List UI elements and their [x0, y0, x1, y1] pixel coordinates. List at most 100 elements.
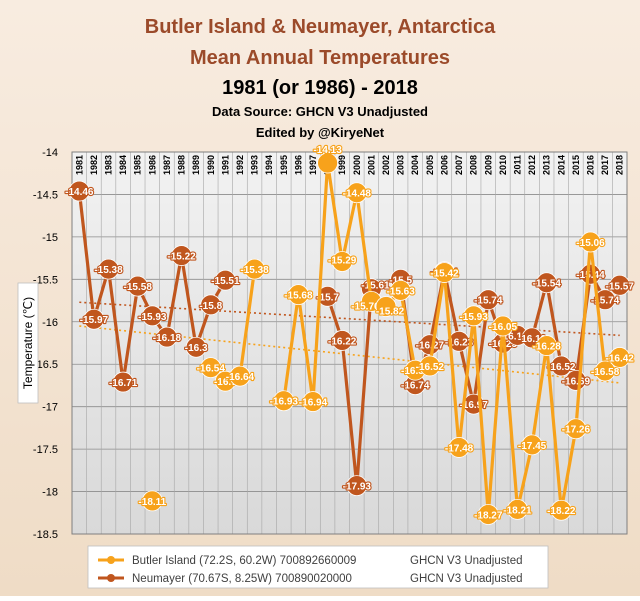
data-label-neumayer-1988: -15.22	[167, 252, 196, 263]
point-butler-island-1990	[200, 357, 222, 379]
data-label-butler-island-1992: -16.64	[226, 372, 255, 383]
data-label-butler-island-2009: -18.27	[474, 510, 503, 521]
data-label-neumayer-1984: -16.71	[109, 378, 138, 389]
y-axis-title-box	[17, 282, 39, 404]
legend-label-butler-island: Butler Island (72.2S, 60.2W) 70089266000…	[132, 555, 356, 567]
point-neumayer-1984	[112, 371, 134, 393]
data-label-butler-island-1997: -16.94	[299, 398, 328, 409]
point-neumayer-1986	[141, 305, 163, 327]
title-line-1: Butler Island & Neumayer, Antarctica	[145, 16, 496, 38]
point-butler-island-2009	[477, 504, 499, 525]
point-neumayer-1982	[83, 308, 105, 330]
plot-border	[71, 151, 628, 535]
y-axis-title: Temperature (℃)	[21, 297, 35, 389]
data-label-butler-island-2012: -17.45	[518, 441, 547, 452]
x-tick-label-1989: 1989	[191, 155, 201, 175]
point-butler-island-2014	[550, 499, 572, 521]
y-tick-label-4: -16	[42, 317, 58, 329]
point-butler-island-1993	[244, 258, 265, 280]
x-tick-label-2010: 2010	[498, 155, 508, 175]
x-tick-label-1986: 1986	[147, 155, 157, 175]
data-label-butler-island-2014: -18.22	[547, 506, 576, 517]
y-tick-label-7: -17.5	[33, 444, 58, 456]
data-label-neumayer-2018: -15.57	[606, 281, 635, 292]
data-label-butler-island-2018: -16.42	[606, 353, 635, 364]
data-label-butler-island-1993: -15.38	[240, 265, 269, 276]
point-butler-island-2003	[390, 279, 412, 301]
legend-source-neumayer: GHCN V3 Unadjusted	[410, 573, 523, 585]
series-line-butler-island-3	[282, 161, 621, 517]
point-butler-island-2013	[536, 335, 558, 356]
point-neumayer-1989	[185, 336, 207, 358]
point-neumayer-1987	[156, 326, 178, 348]
data-label-butler-island-2007: -17.48	[445, 443, 474, 454]
data-label-butler-island-1996: -15.68	[284, 291, 313, 302]
data-label-neumayer-1998: -15.7	[316, 292, 339, 303]
legend-marker-neumayer	[107, 574, 115, 582]
point-butler-island-2018	[609, 347, 631, 368]
chart-titles: Butler Island & Neumayer, Antarctica Mean…	[145, 16, 496, 140]
data-label-neumayer-1981: -14.46	[65, 187, 94, 198]
legend-source-butler-island: GHCN V3 Unadjusted	[410, 555, 523, 567]
point-neumayer-1998	[317, 285, 338, 307]
legend-marker-butler-island	[107, 556, 115, 564]
x-tick-label-2001: 2001	[366, 155, 376, 175]
x-tick-label-1991: 1991	[220, 155, 230, 175]
data-label-butler-island-2010: -16.05	[489, 322, 518, 333]
data-label-butler-island-2015: -17.26	[562, 425, 591, 436]
title-line-3: 1981 (or 1986) - 2018	[222, 77, 418, 99]
data-label-butler-island-1999: -15.29	[328, 256, 357, 267]
x-tick-label-2009: 2009	[483, 155, 493, 175]
point-butler-island-2008	[463, 305, 485, 327]
x-tick-label-1982: 1982	[89, 155, 99, 175]
point-neumayer-2017	[594, 289, 616, 311]
x-tick-label-1990: 1990	[206, 155, 216, 175]
title-line-5: Edited by @KiryeNet	[256, 125, 385, 140]
data-label-butler-island-1990: -16.54	[197, 364, 226, 375]
point-butler-island-1992	[229, 365, 251, 387]
x-tick-label-2000: 2000	[352, 155, 362, 175]
point-neumayer-2018	[609, 274, 631, 296]
x-tick-label-2013: 2013	[542, 155, 552, 175]
data-label-butler-island-2016: -15.06	[576, 238, 605, 249]
data-label-butler-island-2017: -16.58	[591, 367, 620, 378]
data-label-butler-island-2002: -15.82	[376, 306, 405, 317]
data-label-butler-island-1986: -18.11	[138, 497, 166, 508]
x-tick-label-1984: 1984	[118, 155, 128, 175]
series: -14.46-15.97-15.38-16.71-15.58-15.93-16.…	[64, 144, 635, 525]
title-line-4: Data Source: GHCN V3 Unadjusted	[212, 104, 428, 119]
x-tick-label-1981: 1981	[74, 155, 84, 175]
legend-label-neumayer: Neumayer (70.67S, 8.25W) 700890020000	[132, 573, 352, 585]
x-tick-label-2005: 2005	[425, 155, 435, 175]
point-neumayer-2013	[536, 272, 558, 294]
x-tick-label-1985: 1985	[133, 155, 143, 175]
data-label-neumayer-2005: -16.27	[416, 341, 445, 352]
data-label-butler-island-2000: -14.48	[343, 189, 372, 200]
x-tick-label-1996: 1996	[293, 155, 303, 175]
point-butler-island-1998	[317, 152, 338, 174]
x-tick-label-1997: 1997	[308, 155, 318, 175]
data-label-butler-island-2001: -15.76	[351, 301, 380, 312]
x-tick-label-1999: 1999	[337, 155, 347, 175]
data-label-neumayer-1985: -15.58	[124, 282, 153, 293]
point-butler-island-1995	[273, 390, 295, 412]
point-neumayer-1991	[214, 269, 236, 291]
data-label-neumayer-2013: -15.54	[532, 279, 561, 290]
point-butler-island-1986	[141, 490, 163, 512]
point-neumayer-2009	[477, 289, 499, 311]
x-tick-label-1992: 1992	[235, 155, 245, 175]
point-butler-island-2016	[580, 231, 601, 253]
x-tick-label-1988: 1988	[177, 155, 187, 175]
data-label-butler-island-2005: -16.52	[416, 362, 445, 373]
legend-entry-neumayer: Neumayer (70.67S, 8.25W) 700890020000 GHC…	[98, 573, 523, 585]
legend: Butler Island (72.2S, 60.2W) 70089266000…	[87, 545, 549, 589]
point-neumayer-1985	[127, 275, 149, 297]
data-label-neumayer-1990: -15.8	[199, 301, 222, 312]
title-line-2: Mean Annual Temperatures	[190, 47, 450, 69]
point-butler-island-2017	[594, 360, 616, 382]
point-butler-island-2005	[419, 355, 441, 377]
data-label-butler-island-2011: -18.21	[503, 505, 532, 516]
y-tick-label-0: -14	[42, 147, 58, 159]
data-label-butler-island-1995: -16.93	[270, 397, 299, 408]
